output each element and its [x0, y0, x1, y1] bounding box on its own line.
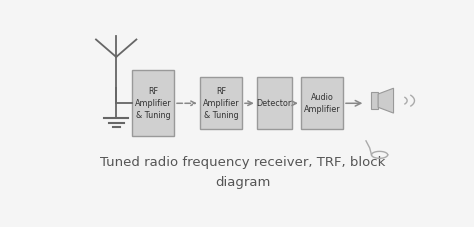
- FancyBboxPatch shape: [372, 92, 378, 109]
- Text: Audio
Amplifier: Audio Amplifier: [303, 93, 340, 114]
- FancyBboxPatch shape: [257, 77, 292, 129]
- Text: RF
Amplifier
& Tuning: RF Amplifier & Tuning: [135, 87, 171, 120]
- Text: RF
Amplifier
& Tuning: RF Amplifier & Tuning: [202, 87, 239, 120]
- FancyBboxPatch shape: [132, 70, 174, 136]
- Text: Tuned radio frequency receiver, TRF, block
diagram: Tuned radio frequency receiver, TRF, blo…: [100, 156, 386, 189]
- FancyBboxPatch shape: [301, 77, 343, 129]
- Text: Detector: Detector: [256, 99, 292, 108]
- Polygon shape: [378, 88, 393, 113]
- FancyBboxPatch shape: [200, 77, 242, 129]
